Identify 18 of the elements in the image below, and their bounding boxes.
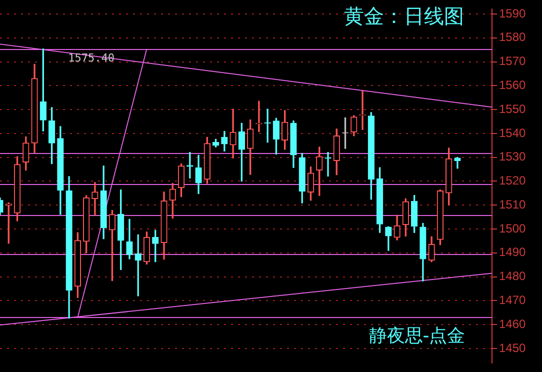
chart-title: 黄金：日线图 (344, 4, 464, 28)
annotation: 1575.40 (68, 52, 115, 65)
y-tick-label: 1450 (499, 340, 526, 355)
y-tick-label: 1520 (499, 174, 526, 188)
y-tick-label: 1570 (499, 54, 526, 68)
y-tick-label: 1530 (499, 150, 526, 164)
y-tick-label: 1480 (499, 269, 526, 284)
y-tick-label: 1460 (499, 316, 526, 331)
y-tick-label: 1510 (499, 197, 526, 212)
y-tick-label: 1540 (499, 126, 526, 140)
y-tick-label: 1590 (499, 6, 526, 20)
y-tick-label: 1490 (499, 245, 526, 260)
annotation: 静夜思-点金 (368, 325, 466, 346)
y-tick-label: 1470 (499, 292, 526, 307)
y-tick-label: 1580 (499, 30, 526, 44)
y-tick-label: 1550 (499, 102, 526, 116)
y-tick-label: 1560 (499, 78, 526, 92)
y-tick-label: 1500 (499, 221, 526, 236)
